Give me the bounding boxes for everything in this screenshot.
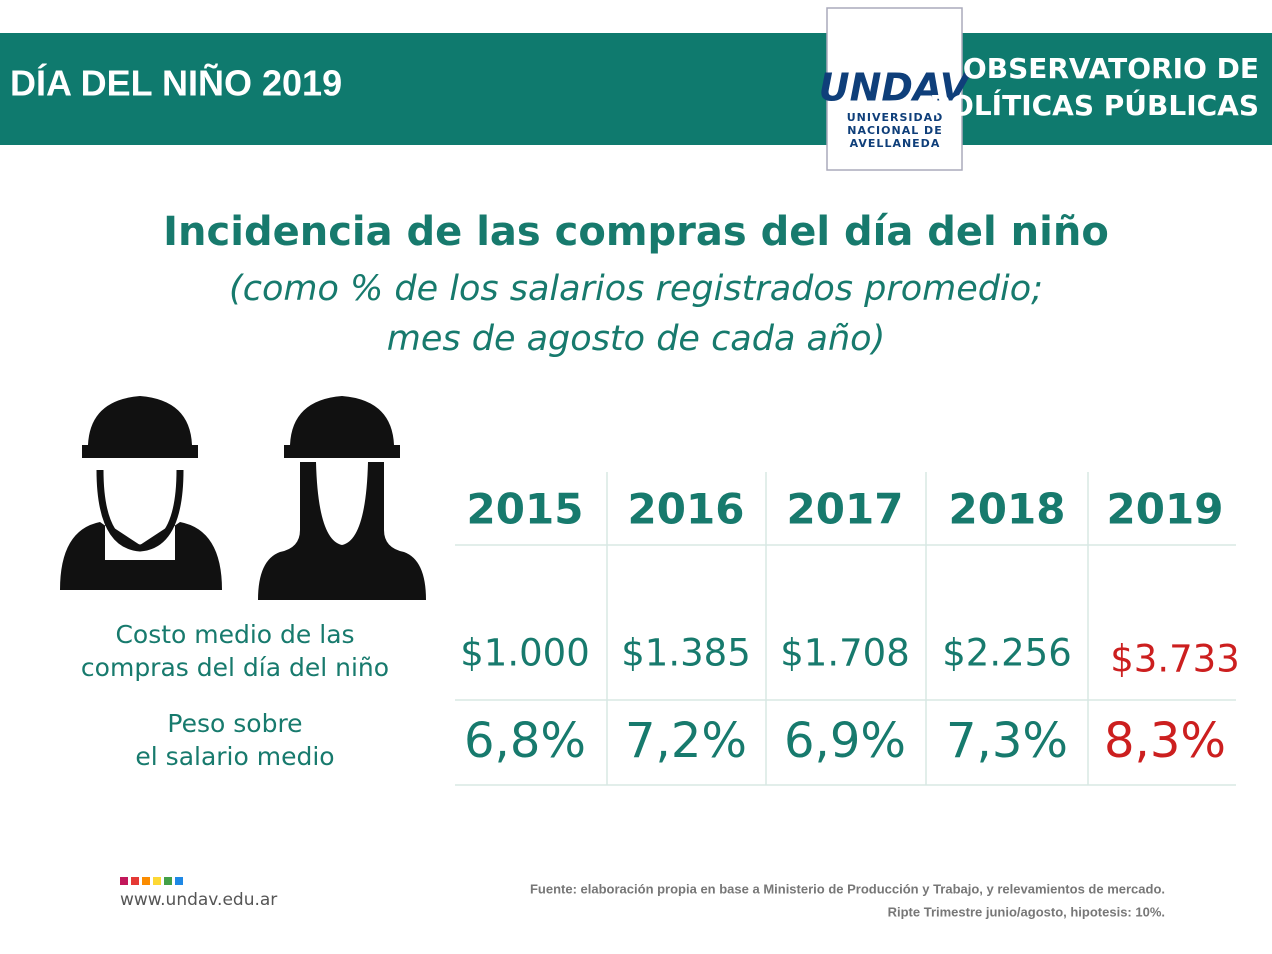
table-cell: $1.000 bbox=[460, 632, 589, 675]
subtitle: mes de agosto de cada año) bbox=[387, 319, 886, 359]
source-note: Ripte Trimestre junio/agosto, hipotesis:… bbox=[888, 904, 1165, 919]
header-band bbox=[0, 33, 1272, 145]
logo-subtext: AVELLANEDA bbox=[850, 137, 941, 150]
brand-square bbox=[131, 877, 139, 885]
footer-url: www.undav.edu.ar bbox=[120, 890, 277, 910]
row-label: Peso sobre bbox=[167, 709, 302, 738]
table-cell: $2.256 bbox=[942, 632, 1071, 675]
brand-square bbox=[164, 877, 172, 885]
year-header: 2016 bbox=[628, 485, 745, 534]
table-cell: $1.385 bbox=[621, 632, 750, 675]
source-note: Fuente: elaboración propia en base a Min… bbox=[530, 881, 1165, 896]
header-title: DÍA DEL NIÑO 2019 bbox=[10, 62, 342, 104]
row-label: Costo medio de las bbox=[115, 620, 354, 649]
brand-square bbox=[175, 877, 183, 885]
year-header: 2017 bbox=[787, 485, 904, 534]
brand-square bbox=[142, 877, 150, 885]
brand-square bbox=[153, 877, 161, 885]
table-cell: 7,2% bbox=[625, 713, 747, 769]
subtitle: (como % de los salarios registrados prom… bbox=[229, 269, 1043, 309]
logo-text: UNDAV bbox=[819, 66, 972, 110]
year-header: 2015 bbox=[467, 485, 584, 534]
brand-square bbox=[120, 877, 128, 885]
row-label: compras del día del niño bbox=[81, 653, 389, 682]
table-cell: $3.733 bbox=[1110, 638, 1239, 681]
table-cell: $1.708 bbox=[780, 632, 909, 675]
year-header: 2019 bbox=[1107, 485, 1224, 534]
row-label: el salario medio bbox=[135, 742, 334, 771]
main-title: Incidencia de las compras del día del ni… bbox=[163, 209, 1109, 255]
logo-subtext: NACIONAL DE bbox=[847, 124, 942, 137]
org-name: POLÍTICAS PÚBLICAS bbox=[930, 88, 1259, 122]
table-cell: 7,3% bbox=[946, 713, 1068, 769]
org-name: OBSERVATORIO DE bbox=[963, 52, 1259, 85]
table-cell: 6,9% bbox=[784, 713, 906, 769]
table-cell: 6,8% bbox=[464, 713, 586, 769]
table-cell: 8,3% bbox=[1104, 713, 1226, 769]
logo-box bbox=[826, 7, 963, 171]
logo-subtext: UNIVERSIDAD bbox=[847, 111, 944, 124]
year-header: 2018 bbox=[949, 485, 1066, 534]
worker-icons bbox=[60, 396, 426, 600]
